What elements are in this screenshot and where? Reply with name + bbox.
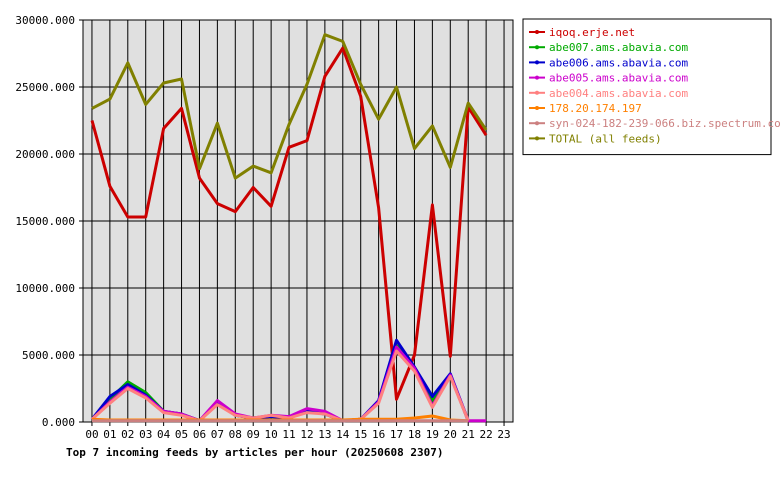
x-tick-label: 08 xyxy=(229,428,242,441)
legend-label: 178.20.174.197 xyxy=(549,102,642,115)
x-tick-label: 22 xyxy=(480,428,493,441)
x-tick-label: 06 xyxy=(193,428,206,441)
x-tick-label: 10 xyxy=(265,428,278,441)
x-tick-label: 03 xyxy=(139,428,152,441)
legend-marker xyxy=(535,136,539,141)
legend-label: syn-024-182-239-066.biz.spectrum.com xyxy=(549,117,780,130)
x-tick-label: 11 xyxy=(282,428,295,441)
legend-label: abe006.ams.abavia.com xyxy=(549,56,688,69)
legend-marker xyxy=(535,30,539,34)
y-tick-label: 25000.000 xyxy=(15,81,75,94)
series-line xyxy=(90,46,488,401)
legend-label: abe007.ams.abavia.com xyxy=(549,41,688,54)
series-line xyxy=(90,349,470,423)
chart-title: Top 7 incoming feeds by articles per hou… xyxy=(66,446,444,459)
y-tick-label: 10000.000 xyxy=(15,282,75,295)
x-tick-label: 07 xyxy=(211,428,224,441)
legend-marker xyxy=(535,106,539,110)
x-tick-label: 19 xyxy=(426,428,439,441)
legend-label: TOTAL (all feeds) xyxy=(549,132,662,145)
x-tick-label: 01 xyxy=(103,428,116,441)
x-tick-label: 00 xyxy=(85,428,98,441)
legend-label: iqoq.erje.net xyxy=(549,26,635,39)
x-tick-label: 02 xyxy=(121,428,134,441)
legend-marker xyxy=(535,121,539,126)
x-tick-label: 15 xyxy=(354,428,367,441)
legend-box xyxy=(522,18,772,156)
x-tick-label: 16 xyxy=(372,428,385,441)
y-tick-label: 5000.000 xyxy=(22,349,75,362)
x-tick-label: 09 xyxy=(247,428,260,441)
y-tick-label: 15000.000 xyxy=(15,215,75,228)
legend-label: abe004.ams.abavia.com xyxy=(549,87,688,100)
x-tick-label: 14 xyxy=(336,428,350,441)
legend-marker xyxy=(535,75,539,80)
x-tick-label: 20 xyxy=(444,428,457,441)
y-tick-label: 0.000 xyxy=(42,416,75,429)
y-tick-label: 20000.000 xyxy=(15,148,75,161)
x-tick-label: 18 xyxy=(408,428,421,441)
y-tick-label: 30000.000 xyxy=(15,14,75,27)
x-tick-label: 12 xyxy=(300,428,313,441)
x-tick-label: 05 xyxy=(175,428,188,441)
x-tick-label: 04 xyxy=(157,428,171,441)
x-tick-label: 21 xyxy=(462,428,475,441)
x-tick-label: 13 xyxy=(318,428,331,441)
x-tick-label: 23 xyxy=(497,428,510,441)
x-tick-label: 17 xyxy=(390,428,403,441)
legend-marker xyxy=(535,45,539,50)
legend-marker xyxy=(535,90,539,95)
legend-label: abe005.ams.abavia.com xyxy=(549,72,688,85)
legend-marker xyxy=(535,60,539,65)
series-line xyxy=(91,33,488,180)
